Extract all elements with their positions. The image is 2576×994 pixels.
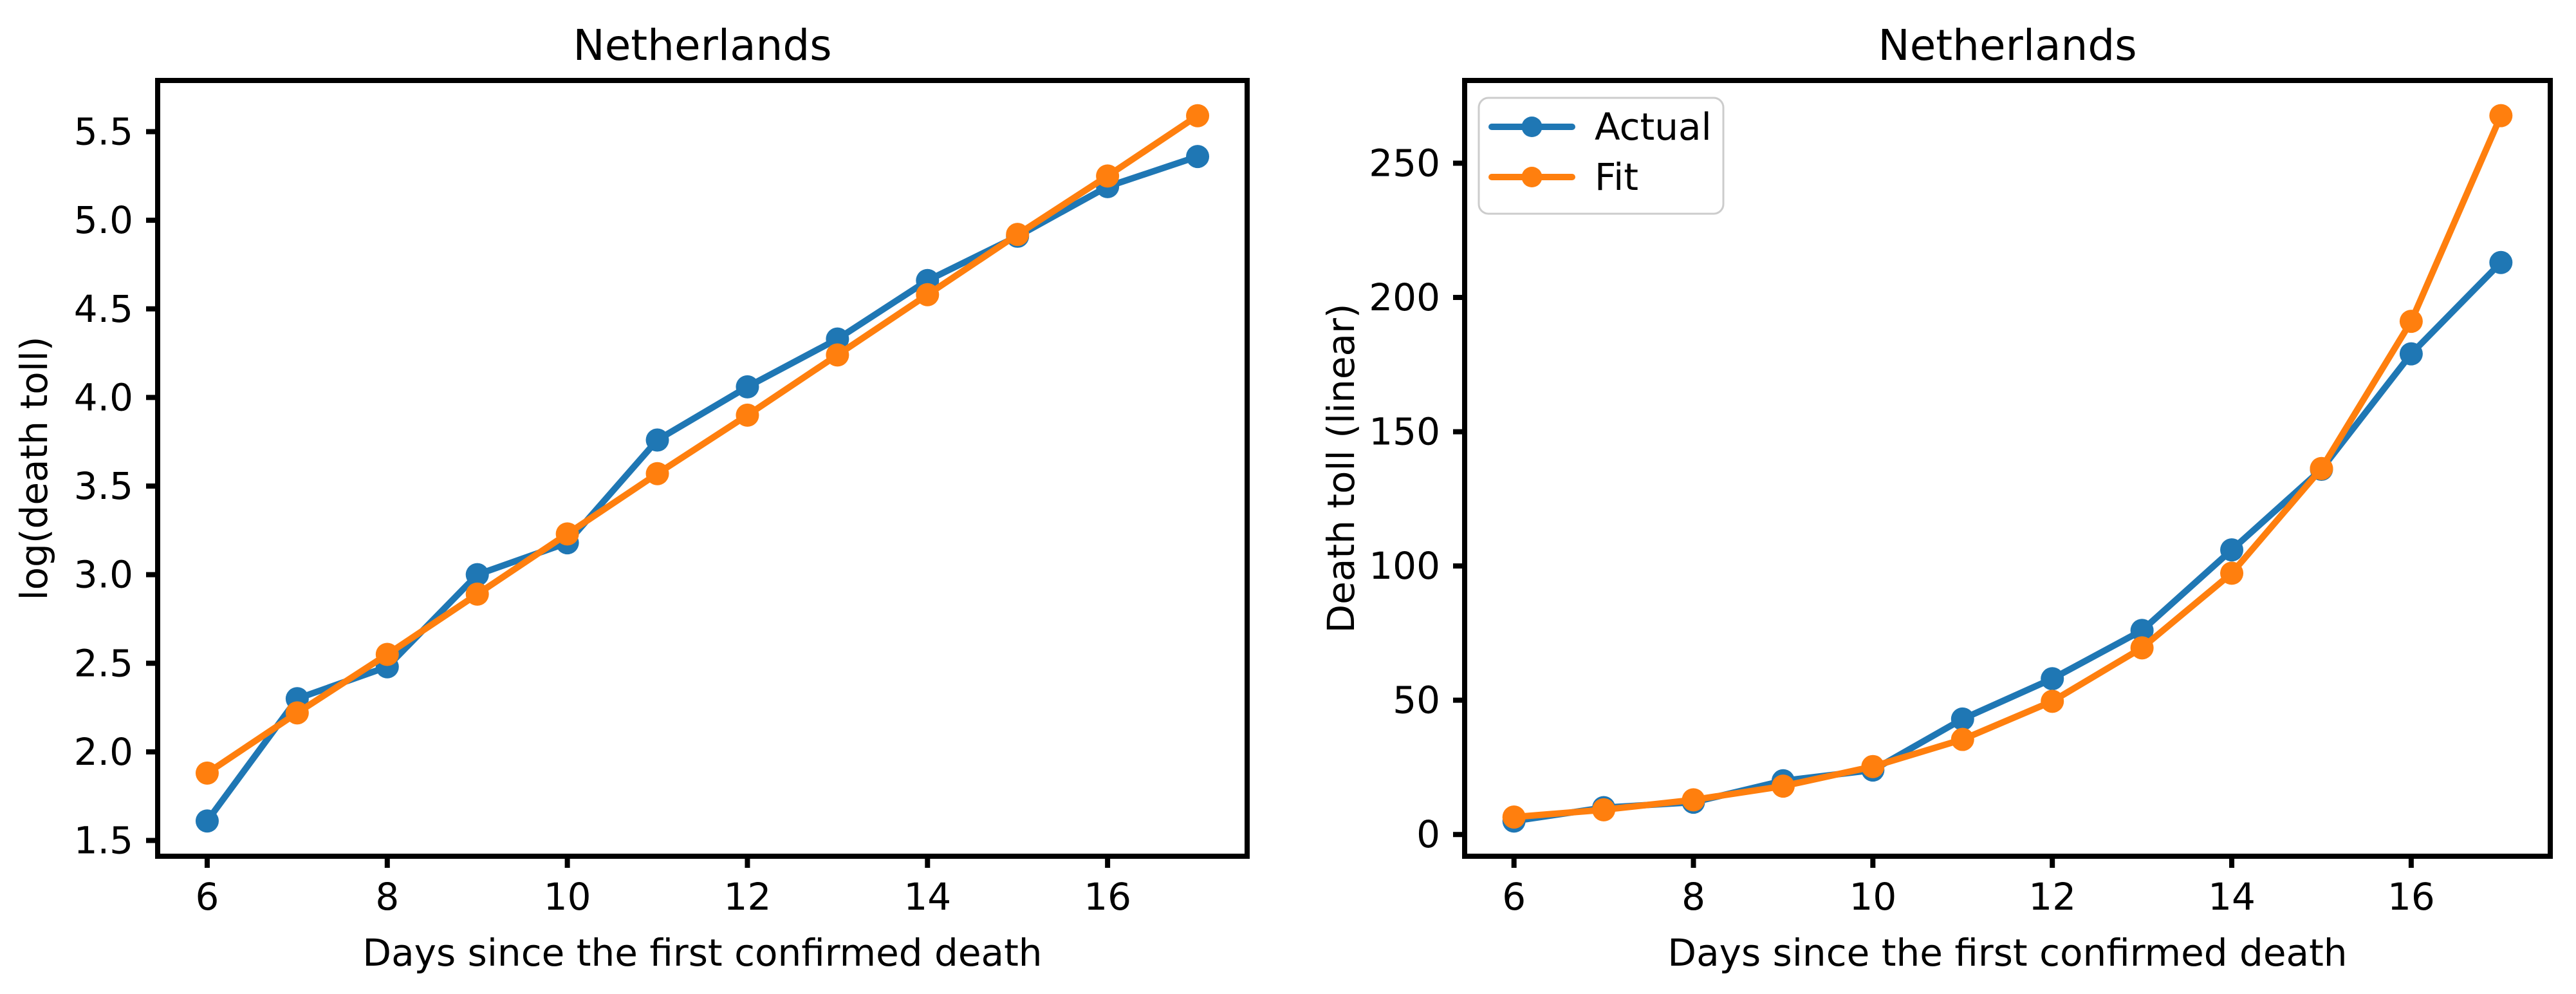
series-marker-fit <box>645 462 669 485</box>
x-tick-label: 16 <box>1084 875 1131 919</box>
y-tick-label: 4.0 <box>74 375 133 419</box>
series-marker-fit <box>2399 310 2423 333</box>
x-tick-label: 6 <box>196 875 219 919</box>
y-tick-label: 5.5 <box>74 110 133 154</box>
legend-sample-marker-fit <box>1521 167 1543 187</box>
series-marker-fit <box>1771 774 1795 798</box>
x-axis-label: Days since the first confirmed death <box>362 931 1042 975</box>
series-marker-fit <box>1502 805 1526 829</box>
y-tick-label: 4.5 <box>74 287 133 331</box>
y-tick-label: 2.0 <box>74 730 133 774</box>
series-marker-actual <box>2041 667 2064 691</box>
x-tick-label: 8 <box>1682 875 1705 919</box>
x-tick-label: 12 <box>724 875 772 919</box>
series-marker-actual <box>2130 619 2154 642</box>
series-marker-fit <box>1682 788 1705 812</box>
legend: Actual Fit <box>1478 97 1725 215</box>
chart-title: Netherlands <box>573 21 831 70</box>
y-tick-label: 150 <box>1369 410 1440 454</box>
chart-panel-log: 6 8 10 12 14 16 1.5 2.0 2.5 3.0 3.5 4.0 4.5 5.0 5.5 Net… <box>12 21 1250 975</box>
series-marker-fit <box>375 642 399 666</box>
y-axis-label: Death toll (linear) <box>1319 303 1363 633</box>
x-tick-label: 12 <box>2028 875 2076 919</box>
series-marker-fit <box>2130 636 2154 660</box>
y-tick-label: 100 <box>1369 544 1440 588</box>
x-tick-label: 14 <box>903 875 951 919</box>
series-marker-actual <box>195 809 219 833</box>
series-marker-fit <box>555 522 579 546</box>
series-marker-fit <box>736 403 759 427</box>
y-tick-label: 5.0 <box>74 198 133 242</box>
y-tick-label: 1.5 <box>74 819 133 863</box>
series-marker-actual <box>2220 538 2244 562</box>
series-marker-actual <box>2399 342 2423 366</box>
series-marker-actual <box>2489 250 2513 274</box>
y-tick-label: 2.5 <box>74 641 133 685</box>
series-marker-fit <box>2220 561 2244 585</box>
series-marker-fit <box>826 343 849 367</box>
y-tick-label: 200 <box>1369 276 1440 319</box>
y-tick-label: 50 <box>1393 679 1440 722</box>
x-tick-label: 10 <box>1849 875 1896 919</box>
y-axis-label: log(death toll) <box>12 336 56 600</box>
series-marker-fit <box>195 761 219 785</box>
series-marker-actual <box>826 327 849 351</box>
y-tick-label: 3.0 <box>74 553 133 597</box>
series-marker-fit <box>465 582 489 606</box>
x-tick-label: 8 <box>375 875 399 919</box>
series-marker-fit <box>1592 798 1616 821</box>
series-marker-fit <box>1861 755 1885 778</box>
y-tick-label: 0 <box>1416 812 1440 856</box>
series-marker-fit <box>285 701 309 725</box>
series-marker-actual <box>645 428 669 452</box>
series-marker-fit <box>2041 689 2064 713</box>
series-marker-actual <box>1951 707 1974 731</box>
series-marker-actual <box>1186 145 1210 169</box>
series-marker-fit <box>1951 727 1974 751</box>
series-line-fit <box>203 112 1201 776</box>
x-tick-label: 6 <box>1502 875 1526 919</box>
chart-panel-linear: 6 8 10 12 14 16 0 50 100 150 200 250 Netherlands Days… <box>1319 21 2553 975</box>
series-marker-fit <box>2489 104 2513 127</box>
y-tick-label: 3.5 <box>74 464 133 508</box>
axes-spines <box>1462 78 2553 859</box>
series-marker-fit <box>916 283 940 306</box>
series-marker-actual <box>736 375 759 399</box>
series-marker-fit <box>1006 223 1030 247</box>
legend-label-actual: Actual <box>1595 105 1712 149</box>
axes-spines <box>155 78 1250 859</box>
legend-label-fit: Fit <box>1595 155 1638 199</box>
series-marker-fit <box>1096 164 1120 188</box>
series-marker-actual <box>465 563 489 586</box>
series-marker-fit <box>2310 456 2333 480</box>
series-line-fit <box>1510 112 2505 821</box>
x-tick-label: 16 <box>2387 875 2435 919</box>
legend-sample-marker-actual <box>1521 117 1543 137</box>
series-marker-fit <box>1186 104 1210 127</box>
x-tick-label: 14 <box>2208 875 2256 919</box>
chart-title: Netherlands <box>1878 21 2136 70</box>
y-tick-label: 250 <box>1369 141 1440 185</box>
x-axis-label: Days since the first confirmed death <box>1667 931 2347 975</box>
x-tick-label: 10 <box>544 875 591 919</box>
